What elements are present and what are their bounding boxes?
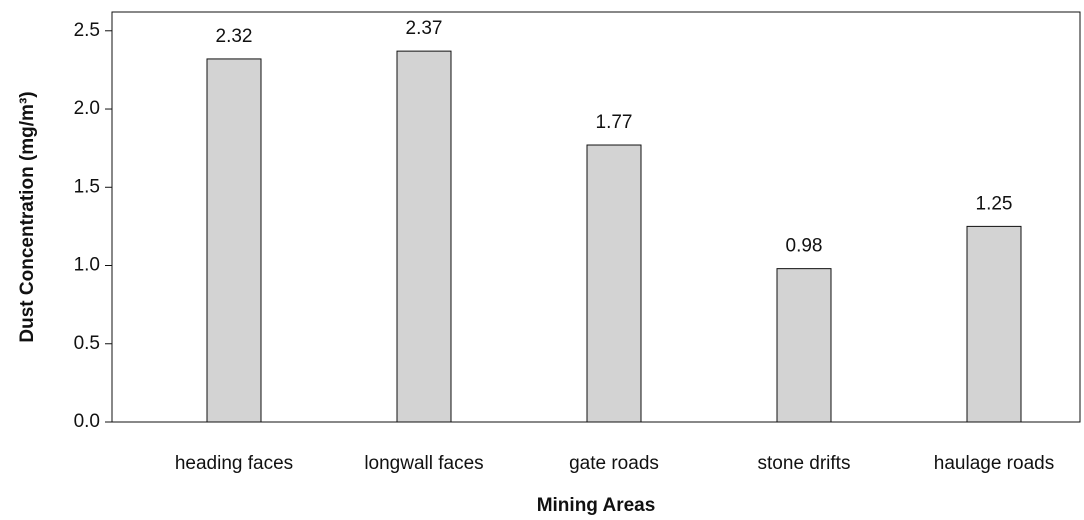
x-axis-title: Mining Areas (537, 495, 656, 516)
plot-frame (111, 11, 1081, 423)
value-label: 2.37 (406, 18, 443, 39)
x-tick-label: heading faces (175, 453, 293, 474)
value-label: 1.77 (596, 112, 633, 133)
x-tick-label: stone drifts (758, 453, 851, 474)
y-tick-label: 2.0 (74, 98, 100, 119)
value-label: 0.98 (786, 236, 823, 257)
value-label: 2.32 (216, 26, 253, 47)
y-tick-label: 1.0 (74, 255, 100, 276)
bar (206, 58, 262, 423)
y-axis-title: Dust Concentration (mg/m³) (17, 91, 38, 342)
bar (776, 268, 832, 423)
x-tick-label: gate roads (569, 453, 659, 474)
y-tick-label: 0.0 (74, 411, 100, 432)
bar (586, 144, 642, 423)
y-tick-label: 1.5 (74, 176, 100, 197)
x-tick-label: haulage roads (934, 453, 1054, 474)
y-tick-label: 0.5 (74, 333, 100, 354)
x-tick-label: longwall faces (364, 453, 483, 474)
y-tick-label: 2.5 (74, 20, 100, 41)
bar (966, 225, 1022, 423)
bar (396, 50, 452, 423)
value-label: 1.25 (976, 193, 1013, 214)
